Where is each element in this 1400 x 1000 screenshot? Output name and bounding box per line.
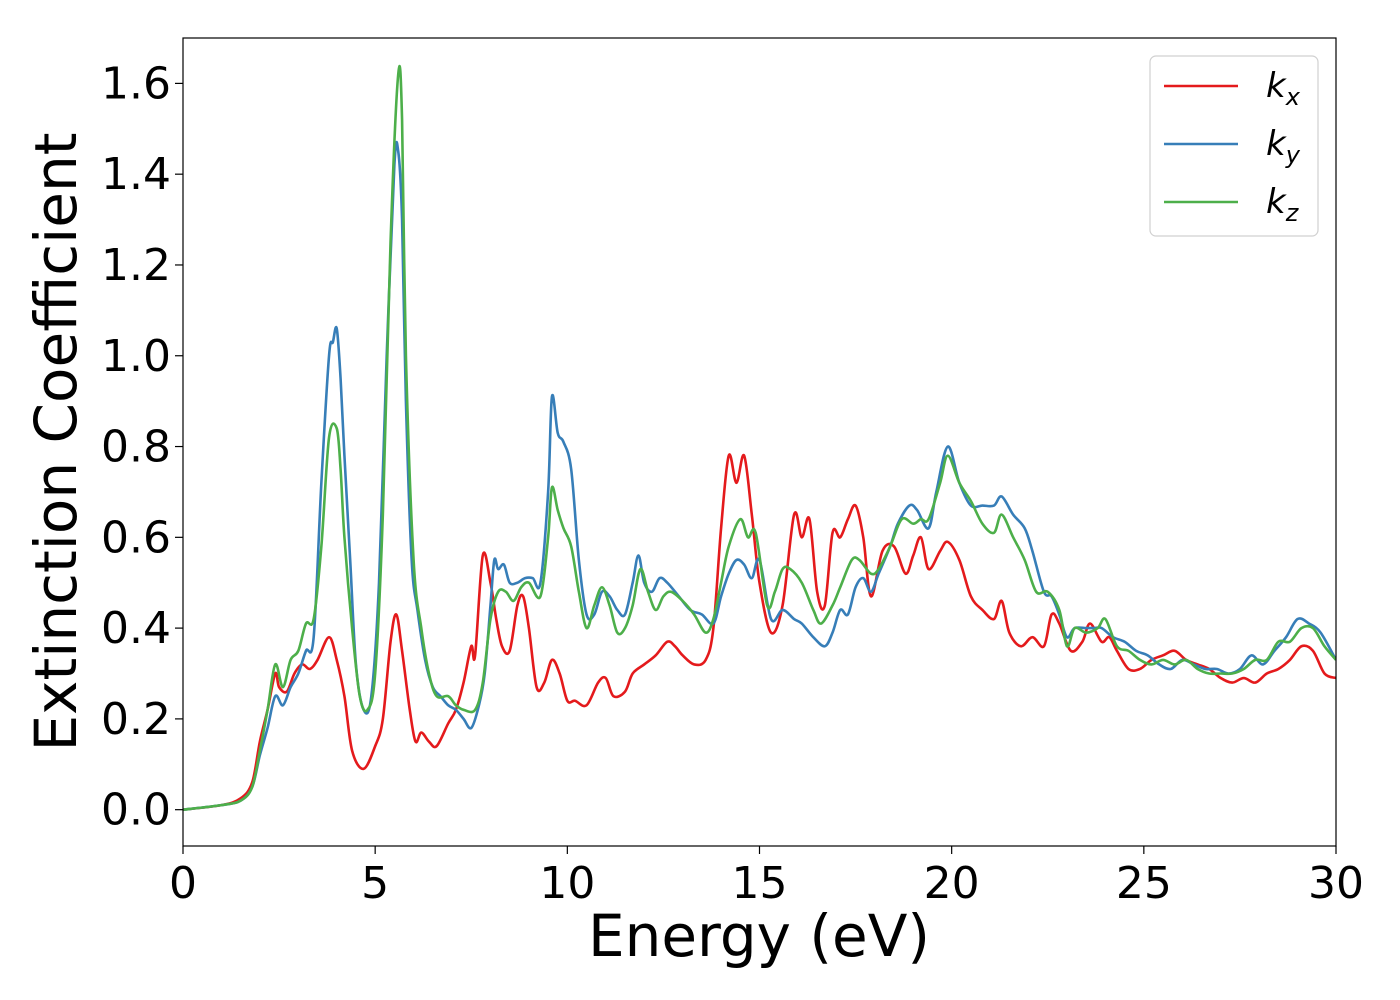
y-tick-label: 0.6 [101,512,171,563]
plot-lines [183,64,1336,811]
y-tick-label: 0.8 [101,422,171,473]
x-tick-label: 0 [169,858,197,909]
x-tick-label: 20 [924,858,980,909]
x-axis-label: Energy (eV) [588,902,930,970]
x-tick-label: 30 [1308,858,1364,909]
legend-box [1149,55,1319,237]
y-tick-label: 1.6 [101,58,171,109]
y-tick-label: 1.2 [101,240,171,291]
series-line-kz [183,64,1336,811]
x-tick-label: 25 [1116,858,1172,909]
y-tick-label: 0.0 [101,785,171,836]
x-tick-label: 5 [361,858,389,909]
y-tick-label: 1.0 [101,331,171,382]
axis-ticks: 0 5 10 15 20 25 30 0.0 0.2 0.4 0.6 0.8 1.0 1.2 1.4 1.6 [101,58,1364,909]
series-line-ky [183,140,1336,811]
y-axis-label: Extinction Coefficient [22,133,90,752]
y-tick-label: 1.4 [101,149,171,200]
series-line-kx [183,453,1336,811]
x-tick-label: 10 [539,858,595,909]
x-tick-label: 15 [732,858,788,909]
y-tick-label: 0.4 [101,603,171,654]
legend-label-ky: ky [1266,124,1301,169]
y-tick-label: 0.2 [101,694,171,745]
